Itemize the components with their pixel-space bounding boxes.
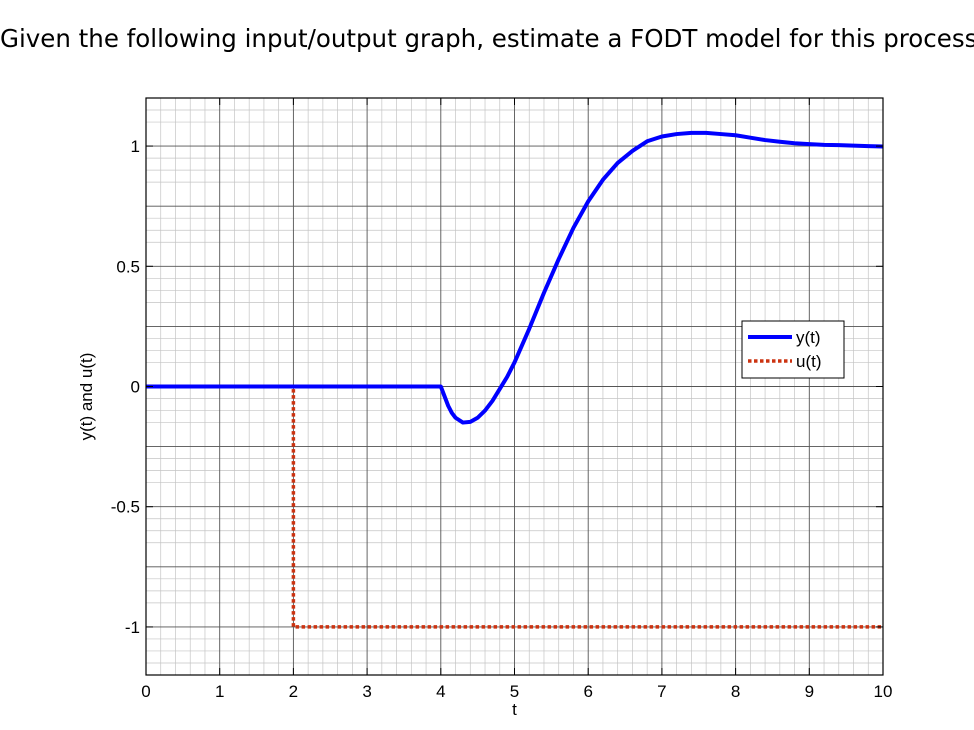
legend: y(t) u(t) [741,320,845,379]
y-tick-label: -0.5 [111,498,140,517]
series-line-y [146,130,884,425]
plot-series [146,130,884,629]
x-tick-label: 5 [510,682,519,701]
y-tick-label: 0.5 [116,257,140,276]
legend-box [741,320,845,379]
x-tick-label: 1 [215,682,224,701]
axis-ticks: 0 1 2 3 4 5 6 7 8 9 10 1 0.5 0 -0.5 -1 [111,98,893,701]
y-tick-label: -1 [125,618,140,637]
y-axis-label: y(t) and u(t) [77,353,96,441]
question-text: Given the following input/output graph, … [0,24,974,53]
y-tick-label: 1 [131,137,140,156]
x-tick-label: 10 [874,682,893,701]
x-tick-label: 3 [362,682,371,701]
y-tick-label: 0 [131,378,140,397]
x-tick-label: 2 [289,682,298,701]
x-tick-label: 6 [583,682,592,701]
x-tick-label: 8 [731,682,740,701]
x-tick-label: 0 [141,682,150,701]
legend-label-u: u(t) [796,352,822,371]
x-tick-label: 9 [805,682,814,701]
x-tick-label: 7 [657,682,666,701]
legend-label-y: y(t) [796,328,821,347]
x-tick-label: 4 [436,682,445,701]
x-axis-label: t [512,700,517,719]
